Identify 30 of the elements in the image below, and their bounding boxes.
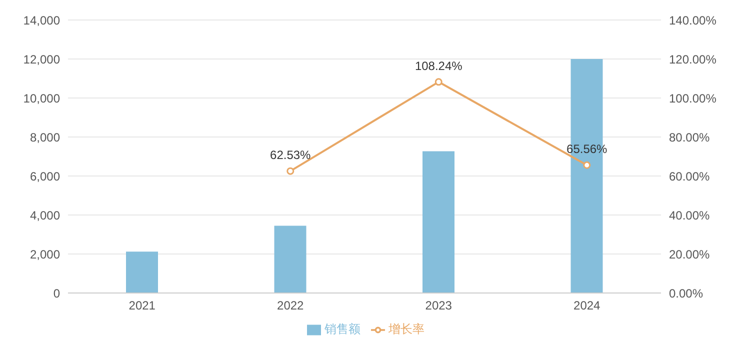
y-tick-label: 0 bbox=[53, 286, 60, 300]
bar bbox=[274, 226, 306, 293]
x-tick-label: 2022 bbox=[277, 298, 304, 313]
y2-tick-label: 80.00% bbox=[669, 130, 710, 144]
data-label: 108.24% bbox=[414, 58, 463, 73]
y-tick-label: 14,000 bbox=[23, 13, 60, 28]
point bbox=[583, 161, 591, 169]
x-tick-label: 2023 bbox=[425, 298, 452, 313]
y2-tick-label: 40.00% bbox=[669, 208, 710, 222]
y2-tick-label: 120.00% bbox=[669, 52, 717, 66]
bar bbox=[422, 151, 454, 293]
y2-tick-label: 0.00% bbox=[669, 286, 704, 300]
y-tick-label: 6,000 bbox=[30, 169, 60, 184]
x-tick-label: 2024 bbox=[574, 298, 601, 313]
point bbox=[434, 78, 442, 86]
y-tick-label: 12,000 bbox=[23, 52, 60, 66]
y2-tick-label: 60.00% bbox=[669, 169, 710, 184]
point bbox=[286, 167, 294, 175]
y-tick-label: 8,000 bbox=[30, 130, 60, 144]
y-tick-label: 10,000 bbox=[23, 91, 60, 106]
x-tick-label: 2021 bbox=[128, 298, 156, 313]
data-label: 62.53% bbox=[270, 148, 312, 162]
y2-tick-label: 140.00% bbox=[669, 13, 717, 28]
legend-label: 增长率 bbox=[388, 322, 424, 336]
legend-label: 销售额 bbox=[324, 322, 360, 336]
y2-tick-label: 100.00% bbox=[669, 91, 717, 106]
y2-tick-label: 20.00% bbox=[669, 247, 710, 262]
y-tick-label: 4,000 bbox=[30, 208, 60, 222]
y-tick-label: 2,000 bbox=[30, 247, 60, 262]
bar bbox=[126, 252, 158, 293]
